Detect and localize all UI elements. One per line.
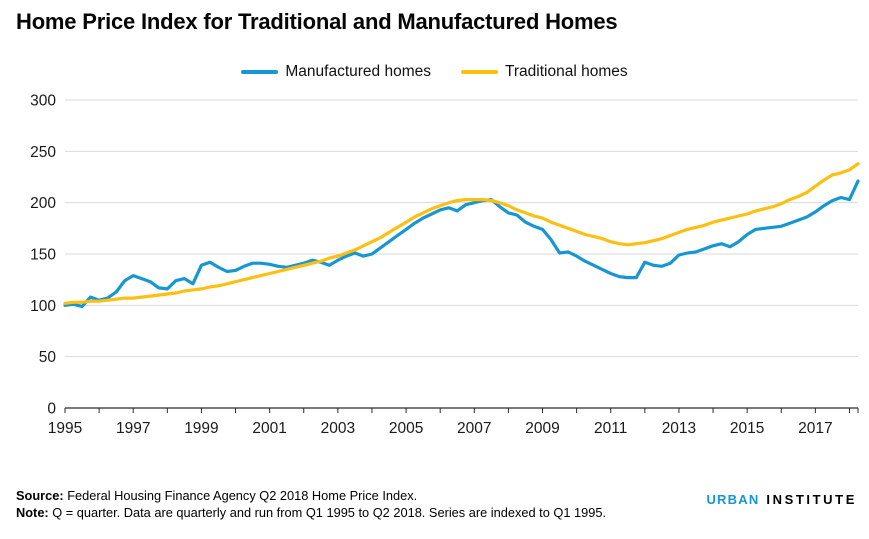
source-text: Federal Housing Finance Agency Q2 2018 H… <box>63 488 418 503</box>
y-axis-tick-label: 100 <box>30 298 56 315</box>
source-label: Source: <box>16 488 64 503</box>
legend-item-traditional: Traditional homes <box>460 63 628 81</box>
x-axis-tick-label: 2005 <box>389 420 423 437</box>
note-line: Note: Q = quarter. Data are quarterly an… <box>16 505 606 522</box>
x-axis-tick-label: 2015 <box>730 420 764 437</box>
x-axis-tick-label: 1995 <box>48 420 82 437</box>
traditional-homes-line <box>63 162 860 305</box>
manufactured-homes-line <box>63 179 860 308</box>
note-label: Note: <box>16 504 49 520</box>
footer-notes: Source: Federal Housing Finance Agency Q… <box>16 488 606 521</box>
home-price-index-line-chart: 0 50 100 150 200 250 300 1995 1997 1999 2001 2003 20… <box>30 93 860 437</box>
manufactured-line-swatch-icon <box>241 70 279 74</box>
x-axis-tick-label: 2011 <box>594 420 627 437</box>
x-axis-tick-label: 2001 <box>252 420 286 437</box>
y-axis-tick-label: 200 <box>30 195 56 212</box>
logo-urban-word: URBAN <box>706 492 760 507</box>
x-axis-tick-label: 2017 <box>798 420 832 437</box>
x-axis-tick-label: 2003 <box>321 420 355 437</box>
source-line: Source: Federal Housing Finance Agency Q… <box>16 488 606 505</box>
x-axis-tick-label: 2007 <box>457 420 491 437</box>
x-axis-tick-label: 2013 <box>662 420 696 437</box>
logo-institute-word: INSTITUTE <box>766 492 857 507</box>
x-axis-tick-label: 1997 <box>116 420 150 437</box>
legend-item-manufactured: Manufactured homes <box>241 63 431 81</box>
y-axis-tick-label: 50 <box>39 349 57 366</box>
x-axis-tick-label: 1999 <box>184 420 218 437</box>
urban-institute-logo: URBAN INSTITUTE <box>706 492 857 507</box>
y-axis-tick-label: 0 <box>47 401 56 418</box>
x-axis-tick-label: 2009 <box>525 420 559 437</box>
legend-label-traditional: Traditional homes <box>504 63 628 80</box>
y-axis-tick-label: 250 <box>30 144 56 161</box>
chart-legend: Manufactured homes Traditional homes <box>0 63 869 81</box>
legend-label-manufactured: Manufactured homes <box>285 63 431 80</box>
y-axis-tick-label: 150 <box>30 247 56 264</box>
traditional-line-swatch-icon <box>460 70 498 74</box>
page-title: Home Price Index for Traditional and Man… <box>16 9 618 34</box>
y-axis-tick-label: 300 <box>30 93 56 110</box>
note-text: Q = quarter. Data are quarterly and run … <box>48 504 607 520</box>
